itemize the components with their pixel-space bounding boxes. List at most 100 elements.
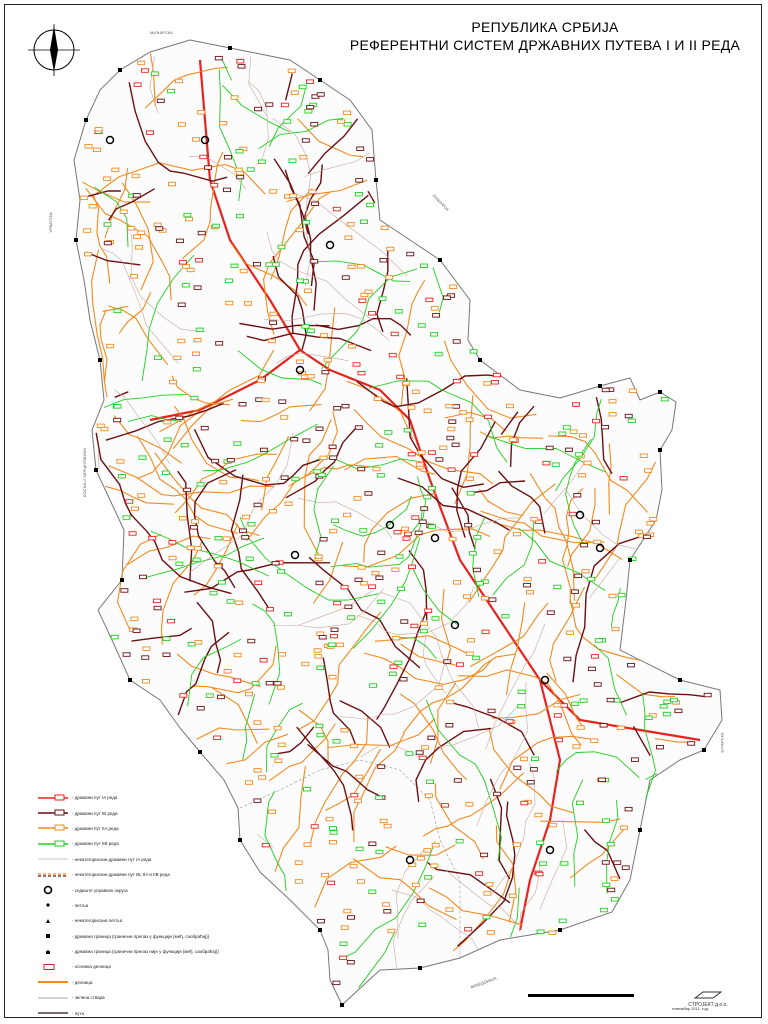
road-iia xyxy=(569,829,624,879)
section-marker xyxy=(534,519,543,524)
section-marker xyxy=(131,173,140,179)
section-marker xyxy=(493,549,502,554)
road-iib xyxy=(555,399,602,492)
section-marker xyxy=(337,119,345,124)
section-marker xyxy=(183,212,192,218)
section-marker xyxy=(195,327,204,333)
border-crossing xyxy=(678,678,682,682)
legend-label: - зелена ствара xyxy=(72,995,105,1001)
section-marker xyxy=(621,865,630,870)
section-marker xyxy=(392,635,401,641)
section-marker xyxy=(372,466,381,472)
section-marker xyxy=(449,284,458,289)
section-marker xyxy=(235,600,244,605)
road-local xyxy=(257,833,274,848)
road-local xyxy=(391,889,478,950)
section-marker xyxy=(472,655,481,661)
section-marker xyxy=(329,840,337,845)
section-marker xyxy=(92,147,101,153)
section-marker xyxy=(133,82,142,87)
road-iia xyxy=(353,733,405,843)
section-marker xyxy=(290,436,299,442)
legend-label: - некатегорисана петља xyxy=(72,918,123,924)
section-marker xyxy=(355,774,364,780)
section-marker xyxy=(243,301,252,306)
road-iib xyxy=(432,267,444,313)
section-marker xyxy=(336,642,345,648)
section-marker xyxy=(343,122,352,127)
section-marker xyxy=(280,415,289,420)
section-marker xyxy=(453,580,462,585)
section-marker xyxy=(453,778,462,783)
section-marker xyxy=(177,122,186,127)
legend-symbol-unc2 xyxy=(38,873,68,877)
section-marker xyxy=(590,738,599,743)
road-ib xyxy=(129,513,232,595)
section-marker xyxy=(163,419,172,425)
section-marker xyxy=(476,581,484,586)
legend-item-sect: - основна деоница xyxy=(38,959,238,974)
road-iia xyxy=(309,307,336,412)
section-marker xyxy=(353,798,362,804)
section-marker xyxy=(445,403,454,409)
road-local xyxy=(339,663,445,720)
section-marker xyxy=(186,545,195,550)
border-crossing xyxy=(128,678,132,682)
section-marker xyxy=(211,458,220,464)
section-marker xyxy=(649,517,658,522)
section-marker xyxy=(542,460,551,466)
section-marker xyxy=(360,581,369,586)
section-marker xyxy=(558,431,567,436)
road-iia xyxy=(353,408,494,485)
section-marker xyxy=(411,389,420,395)
section-marker xyxy=(224,278,233,283)
section-marker xyxy=(210,183,219,188)
legend-symbol-bcp2 xyxy=(46,949,50,954)
legend-label: - државна граница (гранични прелаз у фун… xyxy=(72,933,210,939)
compass-north-arrow-icon xyxy=(28,24,80,76)
section-marker xyxy=(570,589,579,594)
section-marker xyxy=(401,526,410,532)
road-ib xyxy=(230,474,271,611)
section-marker xyxy=(375,575,384,580)
section-marker xyxy=(419,628,428,634)
section-marker xyxy=(483,381,492,386)
district-centre xyxy=(540,675,550,685)
road-ib xyxy=(95,432,133,517)
road-local xyxy=(299,588,384,629)
section-marker xyxy=(427,735,436,741)
section-marker xyxy=(564,447,573,453)
legend-item-iib: - државни пут IIB реда xyxy=(38,836,238,851)
road-ib xyxy=(356,374,502,408)
border-crossing xyxy=(318,928,322,932)
section-marker xyxy=(269,311,278,317)
section-marker xyxy=(290,90,299,95)
road-iia xyxy=(261,435,290,511)
section-marker xyxy=(303,288,312,293)
section-marker xyxy=(674,708,683,714)
section-marker xyxy=(384,430,393,435)
section-marker xyxy=(505,403,514,409)
section-marker xyxy=(142,646,151,651)
section-marker xyxy=(139,574,147,580)
section-marker xyxy=(404,531,413,537)
road-local xyxy=(295,193,408,277)
section-marker xyxy=(599,907,608,913)
section-marker xyxy=(434,351,443,357)
section-marker xyxy=(241,514,250,520)
section-marker xyxy=(505,719,514,724)
road-ib xyxy=(291,194,369,334)
section-marker xyxy=(238,402,247,407)
border-crossing xyxy=(638,828,642,832)
section-marker xyxy=(379,258,388,263)
road-local xyxy=(539,819,568,911)
section-marker xyxy=(445,907,454,912)
section-marker xyxy=(535,871,544,877)
section-marker xyxy=(407,405,416,410)
section-marker xyxy=(316,631,325,636)
section-marker xyxy=(452,378,461,384)
section-marker xyxy=(153,598,161,604)
section-marker xyxy=(608,412,617,417)
section-marker xyxy=(377,599,386,605)
section-marker xyxy=(268,338,277,344)
